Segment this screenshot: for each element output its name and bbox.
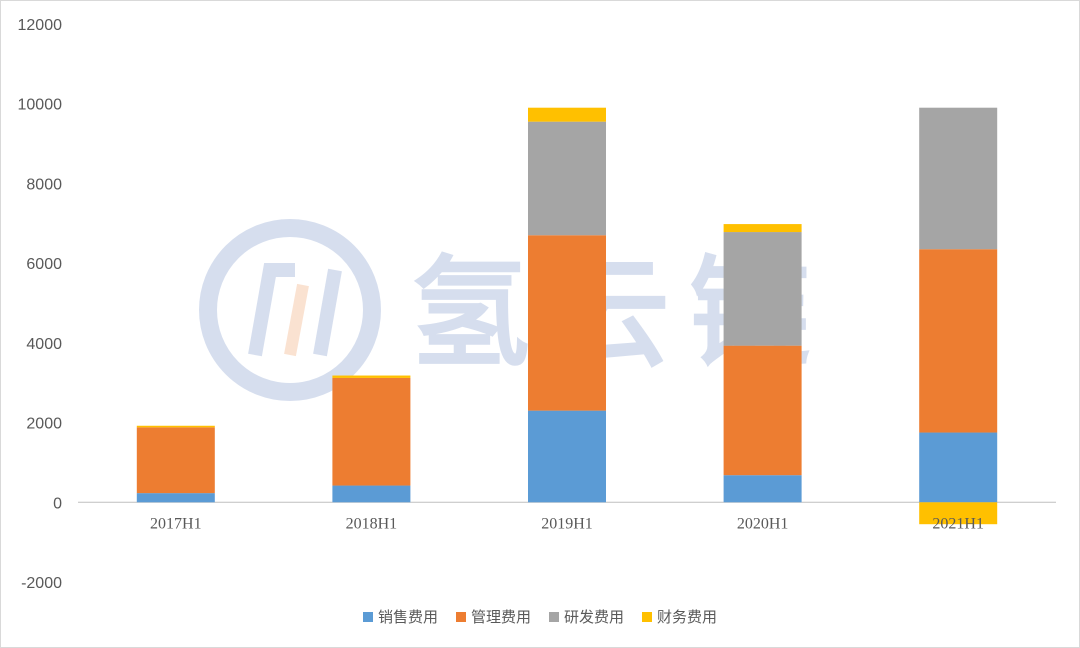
x-tick-label: 2017H1 <box>150 515 202 532</box>
x-tick-label: 2018H1 <box>346 515 398 532</box>
logo-icon <box>199 219 381 401</box>
y-tick-label: 6000 <box>26 256 62 273</box>
x-tick-label: 2021H1 <box>932 515 984 532</box>
legend-swatch <box>455 611 466 622</box>
bar-2018H1-series-3 <box>332 375 411 378</box>
bar-2021H1-series-1 <box>919 249 998 433</box>
bar-2019H1-series-3 <box>528 107 606 122</box>
legend-item: 财务费用 <box>642 606 717 627</box>
legend-label: 销售费用 <box>377 608 438 626</box>
bar-2020H1-series-2 <box>723 232 802 346</box>
y-tick-label: 10000 <box>18 97 63 114</box>
y-tick-label: 12000 <box>18 17 63 34</box>
bar-2021H1-series-2 <box>919 107 998 250</box>
legend-swatch <box>362 611 373 622</box>
legend-item: 研发费用 <box>549 606 624 627</box>
legend-label: 财务费用 <box>657 608 718 626</box>
legend-label: 研发费用 <box>564 608 625 626</box>
bar-2018H1-series-1 <box>332 377 411 486</box>
bar-2019H1-series-0 <box>528 410 606 503</box>
y-tick-label: 4000 <box>26 336 62 353</box>
bar-2021H1-series-3 <box>919 502 998 525</box>
y-tick-label: 8000 <box>26 176 62 193</box>
bar-2017H1-series-0 <box>136 493 215 503</box>
y-tick-label: 2000 <box>26 416 62 433</box>
legend-item: 销售费用 <box>362 606 438 627</box>
y-tick-label: 0 <box>53 495 62 512</box>
legend: 销售费用 管理费用 研发费用 财务费用 <box>0 606 1080 627</box>
y-tick-label: -2000 <box>21 575 62 592</box>
bar-2017H1-series-3 <box>136 425 215 428</box>
legend-label: 管理费用 <box>470 608 531 626</box>
bar-2019H1-series-1 <box>528 235 606 411</box>
x-tick-label: 2019H1 <box>541 515 593 532</box>
stacked-bar-chart: -2000 0 2000 4000 6000 8000 10000 12000 2017H1 20… <box>18 17 1056 592</box>
bar-2020H1-series-1 <box>723 345 802 476</box>
bar-2018H1-series-0 <box>332 485 411 503</box>
bar-2021H1-series-0 <box>919 432 998 503</box>
bar-2017H1-series-1 <box>136 427 215 494</box>
legend-swatch <box>642 611 653 622</box>
bar-2019H1-series-2 <box>528 121 606 236</box>
x-tick-label: 2020H1 <box>737 515 789 532</box>
bar-2020H1-series-0 <box>723 475 802 503</box>
bar-2020H1-series-3 <box>723 224 802 233</box>
legend-swatch <box>549 611 559 622</box>
legend-item: 管理费用 <box>455 606 531 627</box>
